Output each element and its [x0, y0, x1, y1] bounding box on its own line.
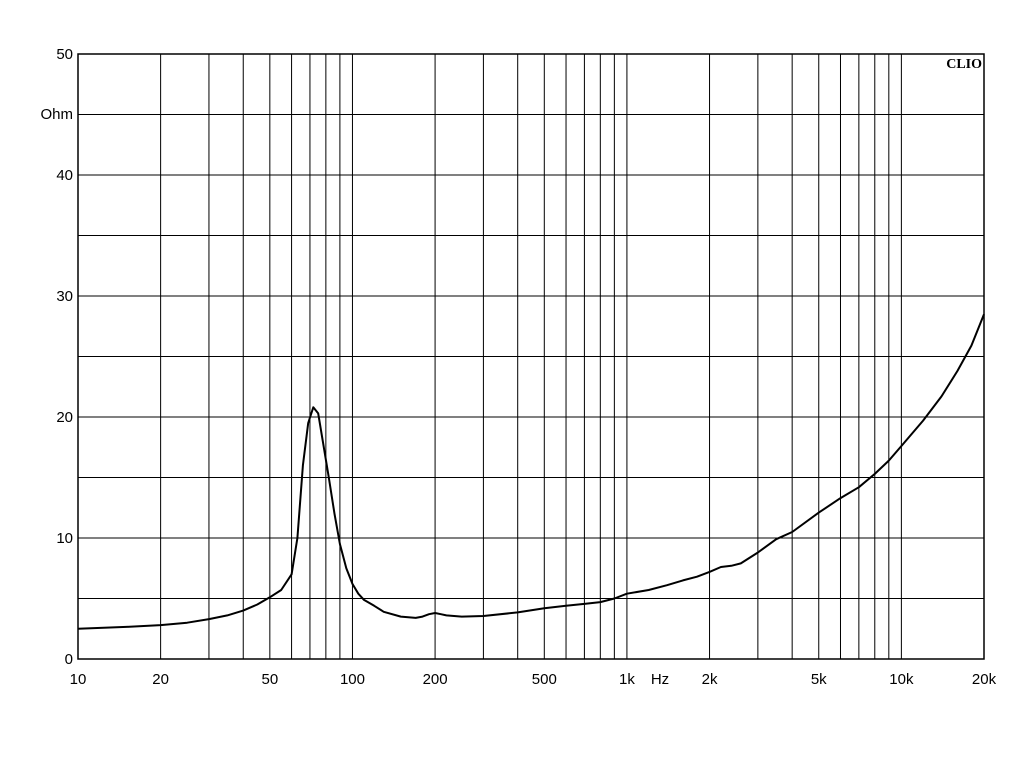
x-tick-label: 1k [619, 671, 635, 688]
y-tick-labels: 0 10 20 30 40 50 [56, 46, 73, 668]
x-tick-label: 20k [972, 671, 997, 688]
x-tick-labels: 10 20 50 100 200 500 1k 2k 5k 10k 20k [70, 671, 997, 688]
x-tick-label: 10k [889, 671, 914, 688]
x-tick-label: 100 [340, 671, 365, 688]
x-tick-label: 500 [532, 671, 557, 688]
x-tick-label: 200 [423, 671, 448, 688]
y-tick-label: 40 [56, 167, 73, 184]
x-tick-label: 2k [702, 671, 718, 688]
x-tick-label: 10 [70, 671, 87, 688]
impedance-curve [77, 313, 985, 630]
y-tick-label: 50 [56, 46, 73, 63]
plot-frame [77, 53, 985, 660]
y-tick-label: 20 [56, 409, 73, 426]
x-tick-label: 5k [811, 671, 827, 688]
x-tick-label: 20 [152, 671, 169, 688]
grid-lines [77, 53, 985, 660]
y-tick-label: 10 [56, 530, 73, 547]
x-unit-label: Hz [651, 671, 669, 688]
x-tick-label: 50 [261, 671, 278, 688]
y-tick-label: 0 [65, 651, 73, 668]
y-unit-label: Ohm [40, 106, 73, 123]
y-tick-label: 30 [56, 288, 73, 305]
clio-brand-label: CLIO [946, 57, 982, 72]
